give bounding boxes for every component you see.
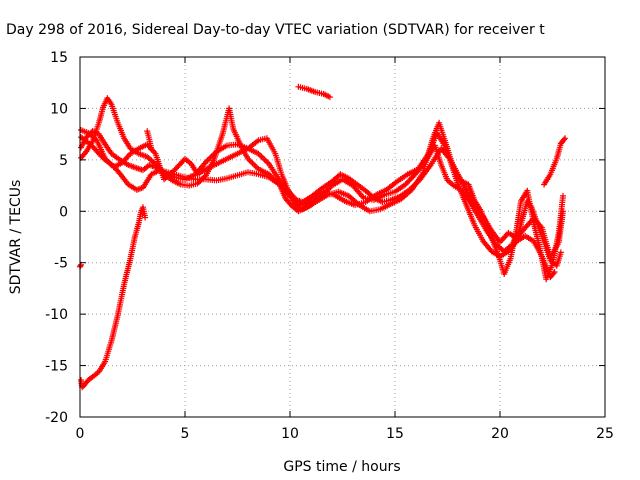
x-tick-label: 5 [181,426,190,442]
data-point [326,94,333,101]
x-tick-label: 15 [386,426,404,442]
data-point [557,249,564,256]
y-tick-label: 15 [50,50,68,66]
data-point [560,192,566,199]
data-series [77,83,569,391]
data-point [551,269,558,275]
data-point [142,214,149,221]
y-tick-label: -5 [54,256,68,272]
y-axis-label: SDTVAR / TECUs [8,180,24,295]
data-point [148,146,155,153]
series-9 [541,135,569,188]
plot-frame [79,56,606,418]
x-tick-label: 0 [76,426,85,442]
series-8 [295,83,333,101]
y-tick-label: -15 [45,359,68,375]
axis-ticks: 0 5 10 15 20 25 -20 -15 -10 -5 0 5 10 15 [45,50,614,442]
data-point [562,135,569,142]
y-tick-label: 10 [50,101,68,117]
x-tick-label: 10 [281,426,299,442]
series-5 [78,204,149,391]
x-tick-label: 20 [491,426,509,442]
data-point [550,270,557,277]
data-point [561,136,567,143]
series-7 [144,128,155,153]
y-tick-label: 5 [59,153,68,169]
x-tick-label: 25 [596,426,614,442]
series-4 [78,127,558,281]
x-axis-label: GPS time / hours [283,459,400,475]
y-tick-label: -10 [45,307,68,323]
y-tick-label: 0 [59,204,68,220]
chart-title: Day 298 of 2016, Sidereal Day-to-day VTE… [6,22,545,38]
y-tick-label: -20 [45,410,68,426]
grid [80,57,605,417]
